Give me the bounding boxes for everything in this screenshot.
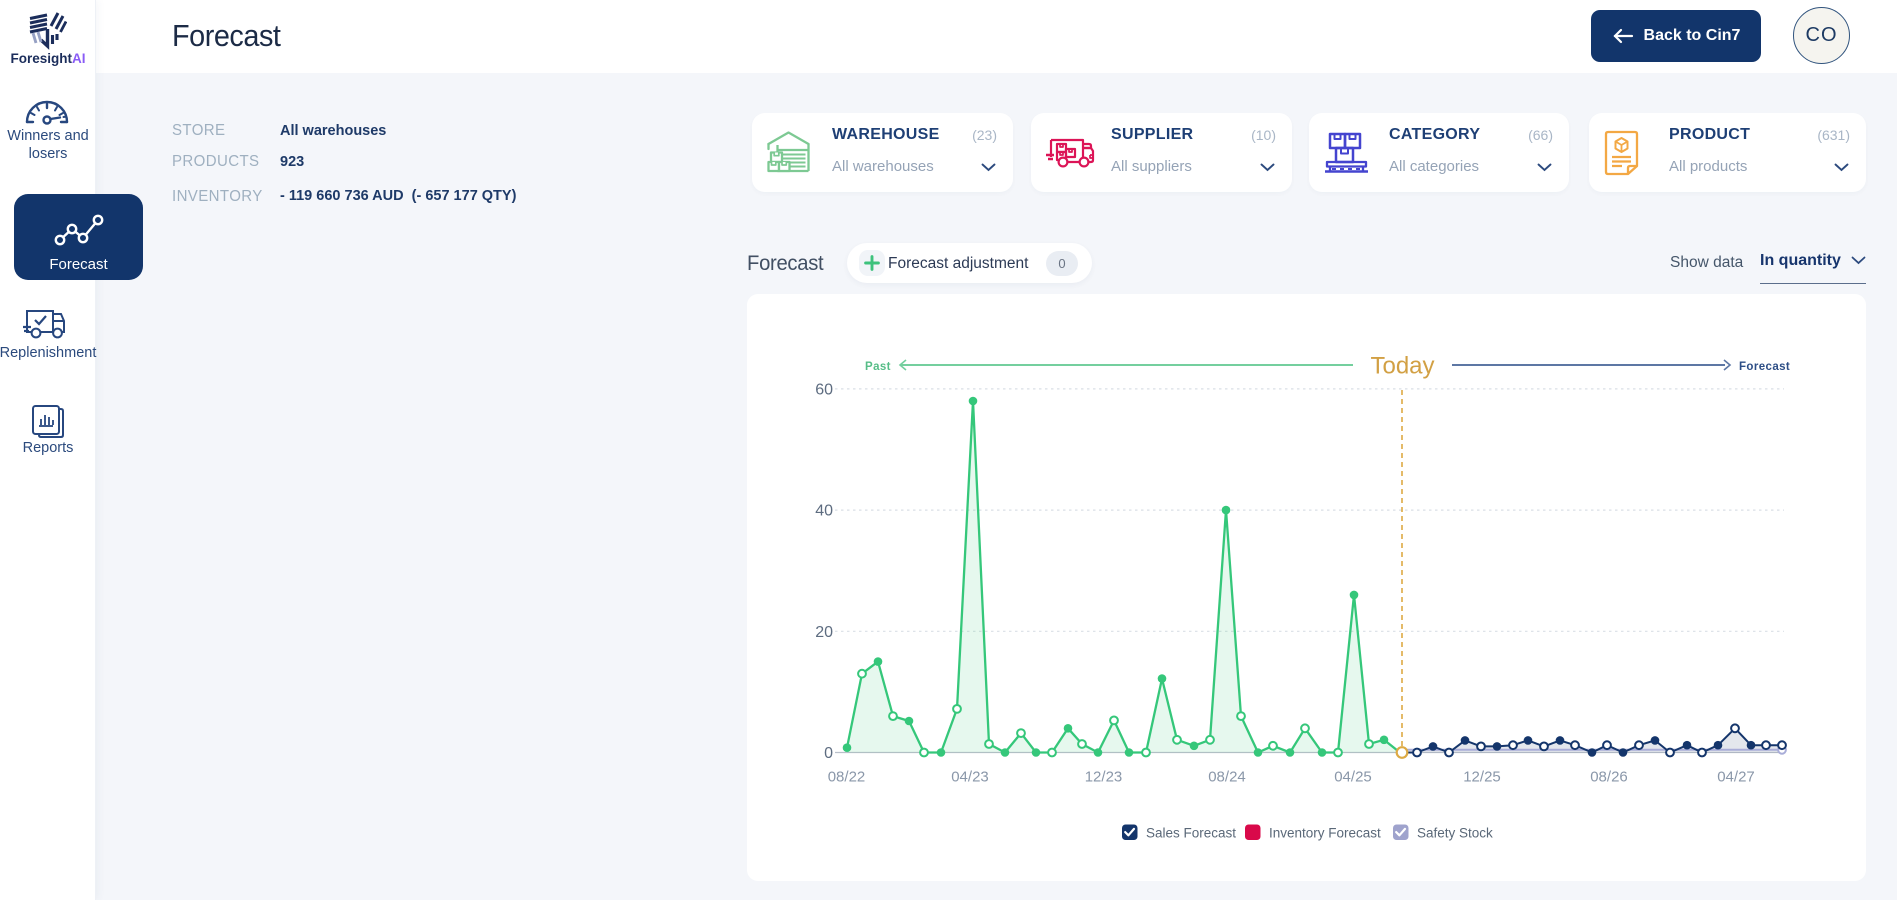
svg-text:Safety Stock: Safety Stock [1417, 826, 1493, 841]
svg-text:04/23: 04/23 [951, 769, 989, 786]
svg-text:Forecast: Forecast [1739, 361, 1790, 373]
svg-text:Today: Today [1370, 353, 1434, 380]
svg-text:08/24: 08/24 [1208, 769, 1246, 786]
svg-text:20: 20 [815, 624, 833, 641]
svg-text:Past: Past [865, 361, 891, 373]
svg-text:60: 60 [815, 381, 833, 398]
svg-text:08/26: 08/26 [1590, 769, 1628, 786]
svg-text:Sales Forecast: Sales Forecast [1146, 826, 1236, 841]
svg-text:04/27: 04/27 [1717, 769, 1755, 786]
svg-text:0: 0 [824, 745, 833, 762]
svg-text:08/22: 08/22 [828, 769, 866, 786]
svg-text:04/25: 04/25 [1334, 769, 1372, 786]
svg-text:12/23: 12/23 [1085, 769, 1123, 786]
svg-text:40: 40 [815, 503, 833, 520]
svg-text:Inventory Forecast: Inventory Forecast [1269, 826, 1381, 841]
svg-text:12/25: 12/25 [1463, 769, 1501, 786]
